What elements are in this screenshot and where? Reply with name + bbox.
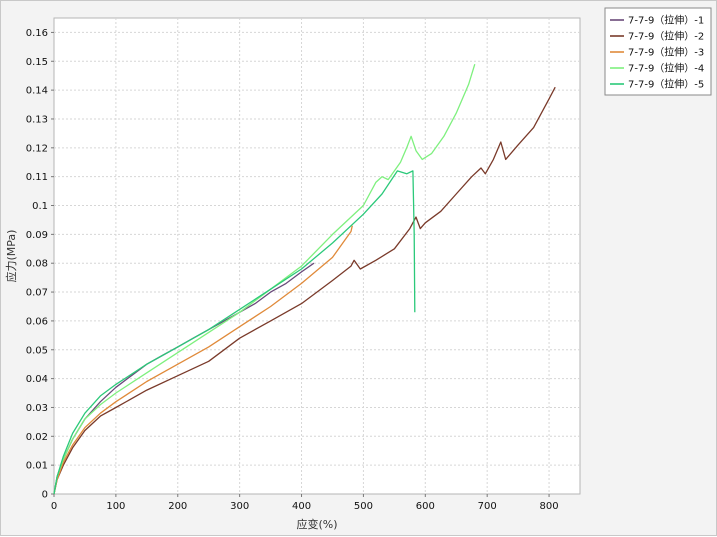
series-line-3 <box>53 225 353 495</box>
y-tick-label: 0.07 <box>26 288 48 299</box>
y-tick-label: 0.06 <box>26 316 48 327</box>
legend-label-4: 7-7-9（拉伸）-4 <box>628 62 704 75</box>
x-tick-label: 700 <box>478 501 497 512</box>
y-tick-label: 0.08 <box>26 259 48 270</box>
x-axis-ticks: 0 100 200 300 400 500 600 700 800 <box>51 494 559 512</box>
y-tick-label: 0.05 <box>26 345 48 356</box>
series-line-4 <box>53 64 476 495</box>
x-tick-label: 400 <box>292 501 311 512</box>
y-tick-label: 0 <box>42 490 48 501</box>
y-tick-label: 0.01 <box>26 461 48 472</box>
legend: 7-7-9（拉伸）-1 7-7-9（拉伸）-2 7-7-9（拉伸）-3 7-7-9（拉… <box>604 7 712 96</box>
x-tick-label: 600 <box>416 501 435 512</box>
y-tick-label: 0.04 <box>26 374 48 385</box>
series-line-2 <box>53 86 556 495</box>
y-axis-title: 应力(MPa) <box>4 230 18 283</box>
y-tick-label: 0.15 <box>26 57 48 68</box>
series-line-5 <box>53 170 416 495</box>
x-tick-label: 500 <box>354 501 373 512</box>
y-tick-label: 0.12 <box>26 143 48 154</box>
y-axis-ticks: 0 0.01 0.02 0.03 0.04 0.05 0.06 0.07 0.08 0.09 0.1… <box>26 28 54 501</box>
y-tick-label: 0.13 <box>26 114 48 125</box>
x-tick-label: 800 <box>540 501 559 512</box>
y-tick-label: 0.09 <box>26 230 48 241</box>
grid <box>54 18 580 494</box>
y-tick-label: 0.03 <box>26 403 48 414</box>
y-tick-label: 0.14 <box>26 86 48 97</box>
x-tick-label: 100 <box>106 501 125 512</box>
y-tick-label: 0.16 <box>26 28 48 39</box>
x-tick-label: 200 <box>168 501 187 512</box>
x-tick-label: 300 <box>230 501 249 512</box>
legend-label-2: 7-7-9（拉伸）-2 <box>628 30 704 43</box>
y-tick-label: 0.1 <box>32 201 48 212</box>
legend-label-5: 7-7-9（拉伸）-5 <box>628 78 704 91</box>
legend-label-1: 7-7-9（拉伸）-1 <box>628 14 704 27</box>
y-tick-label: 0.11 <box>26 172 48 183</box>
legend-label-3: 7-7-9（拉伸）-3 <box>628 46 704 59</box>
x-tick-label: 0 <box>51 501 57 512</box>
y-tick-label: 0.02 <box>26 432 48 443</box>
x-axis-title: 应变(%) <box>296 517 337 531</box>
series-lines <box>53 64 556 495</box>
